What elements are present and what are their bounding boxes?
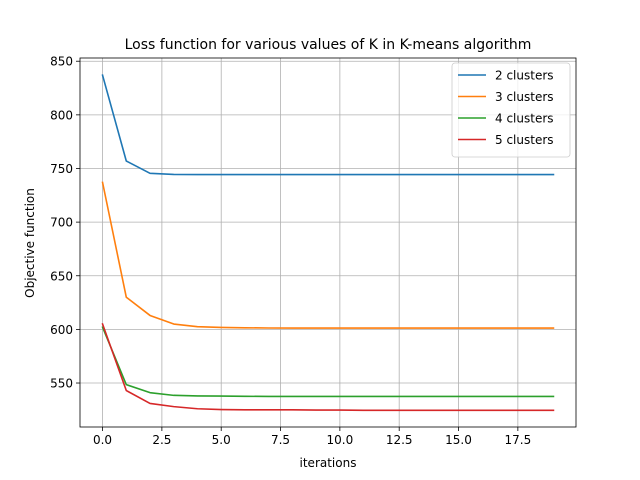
x-tick-label: 17.5	[504, 433, 531, 447]
series-line	[101, 322, 555, 412]
legend-label: 2 clusters	[495, 69, 554, 83]
y-tick-label: 700	[50, 216, 73, 230]
x-axis-label: iterations	[300, 456, 357, 470]
series-line	[101, 326, 555, 398]
x-tick-label: 15.0	[445, 433, 472, 447]
y-tick-label: 800	[50, 108, 73, 122]
plot-frame	[79, 57, 577, 428]
x-tick-label: 10.0	[327, 433, 354, 447]
x-axis-ticks: 0.0 2.5 5.0 7.5 10.0 12.5 15.0 17.5	[93, 427, 531, 447]
x-tick-label: 7.5	[271, 433, 290, 447]
legend-label: 3 clusters	[495, 90, 554, 104]
x-tick-label: 0.0	[93, 433, 112, 447]
y-tick-label: 600	[50, 323, 73, 337]
y-tick-label: 650	[50, 269, 73, 283]
x-tick-label: 12.5	[386, 433, 413, 447]
legend-label: 5 clusters	[495, 133, 554, 147]
series-line	[101, 74, 555, 176]
chart-title: Loss function for various values of K in…	[125, 37, 532, 53]
series-lines	[101, 74, 555, 412]
legend-label: 4 clusters	[495, 112, 554, 126]
y-axis-ticks: 550 600 650 700 750 800 850	[50, 55, 80, 391]
x-tick-label: 5.0	[212, 433, 231, 447]
y-tick-label: 550	[50, 377, 73, 391]
y-tick-label: 850	[50, 55, 73, 69]
legend: 2 clusters 3 clusters 4 clusters 5 clusters	[451, 62, 571, 158]
x-tick-label: 2.5	[152, 433, 171, 447]
legend-box	[451, 62, 571, 158]
y-tick-label: 750	[50, 162, 73, 176]
y-axis-label: Objective function	[23, 188, 37, 298]
series-line	[101, 181, 555, 329]
